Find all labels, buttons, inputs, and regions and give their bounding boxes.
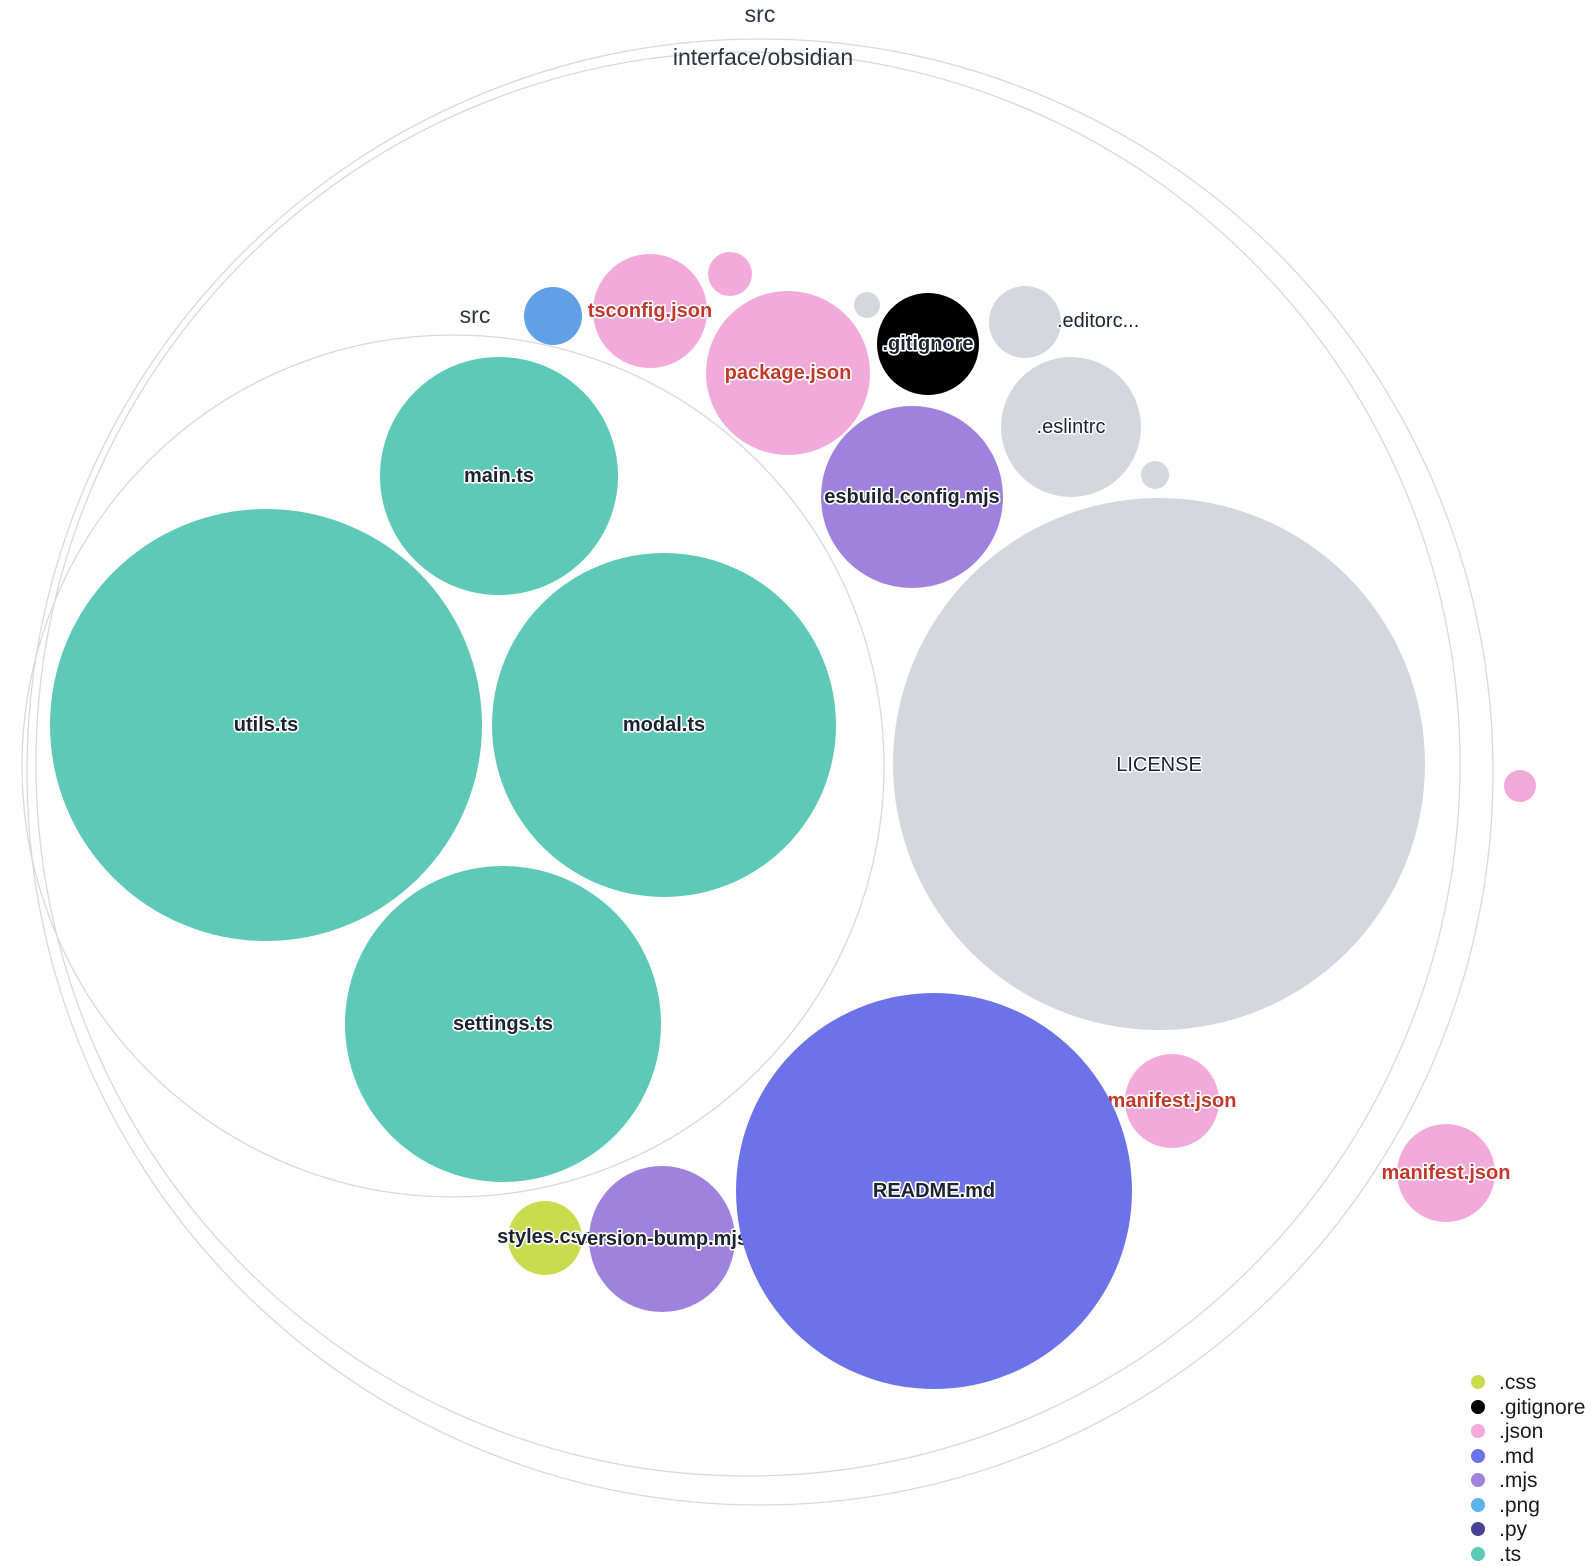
svg-text:.editorc...: .editorc...	[1057, 310, 1139, 332]
svg-text:main.ts: main.ts	[464, 465, 534, 487]
svg-text:package.json: package.json	[725, 362, 852, 384]
svg-text:src: src	[460, 302, 491, 328]
svg-text:.gitignore: .gitignore	[1499, 1396, 1585, 1419]
svg-text:.eslintrc: .eslintrc	[1037, 416, 1106, 438]
svg-text:.md: .md	[1499, 1445, 1534, 1468]
svg-text:.ts: .ts	[1499, 1543, 1521, 1566]
svg-text:settings.ts: settings.ts	[453, 1013, 553, 1035]
svg-text:.json: .json	[1499, 1420, 1543, 1443]
svg-text:esbuild.config.mjs: esbuild.config.mjs	[824, 486, 1000, 508]
svg-text:.png: .png	[1499, 1494, 1540, 1517]
svg-text:src: src	[745, 1, 776, 27]
svg-text:modal.ts: modal.ts	[623, 714, 705, 736]
svg-text:LICENSE: LICENSE	[1116, 754, 1202, 776]
svg-text:.gitignore: .gitignore	[882, 333, 973, 355]
svg-text:interface/obsidian: interface/obsidian	[673, 44, 853, 70]
svg-text:README.md: README.md	[873, 1180, 995, 1202]
svg-text:.mjs: .mjs	[1499, 1469, 1538, 1492]
svg-text:.css: .css	[1499, 1371, 1536, 1394]
svg-text:manifest.json: manifest.json	[1108, 1090, 1237, 1112]
svg-text:.py: .py	[1499, 1518, 1528, 1541]
svg-text:version-bump.mjs: version-bump.mjs	[576, 1228, 748, 1250]
svg-text:manifest.json: manifest.json	[1382, 1162, 1511, 1184]
svg-text:utils.ts: utils.ts	[234, 714, 298, 736]
svg-text:tsconfig.json: tsconfig.json	[588, 300, 712, 322]
